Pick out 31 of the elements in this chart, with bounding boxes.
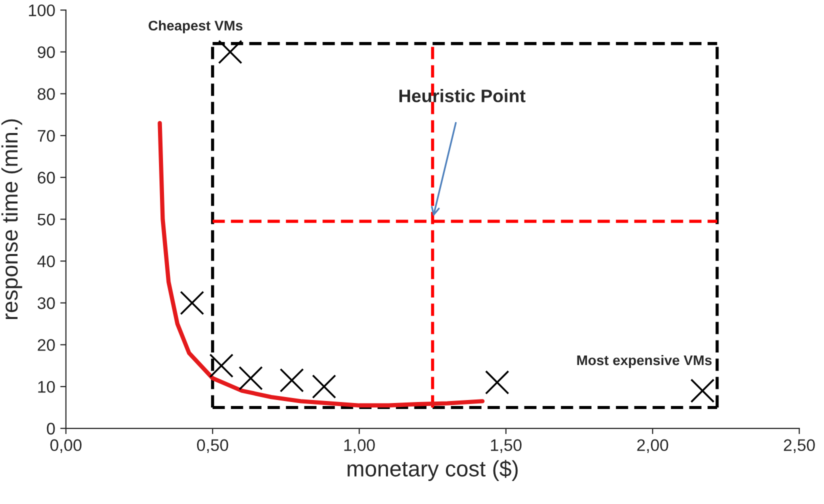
- x-axis-title: monetary cost ($): [348, 460, 518, 481]
- y-tick-label: 90: [38, 46, 55, 58]
- annotation: Heuristic Point: [399, 89, 526, 102]
- line-series: [158, 120, 485, 408]
- point: [209, 354, 234, 378]
- y-tick-label: 100: [28, 4, 55, 16]
- y-axis-title: response time (min.): [1, 119, 22, 320]
- y-tick-label: 10: [38, 380, 55, 393]
- x-tick-label: 2,50: [784, 439, 815, 454]
- point: [280, 368, 304, 392]
- point: [485, 370, 510, 394]
- y-tick-label: 70: [38, 130, 55, 142]
- x-tick-label: 1,50: [490, 439, 522, 454]
- x-tick-label: 0,00: [50, 439, 82, 454]
- point: [690, 378, 715, 403]
- y-tick-label: 20: [38, 339, 55, 351]
- x-tick-label: 1,00: [344, 439, 375, 454]
- x-tick-label: 2,00: [637, 439, 668, 454]
- y-tick-label: 50: [38, 214, 55, 226]
- annotation: Cheapest VMs: [148, 20, 242, 34]
- annotation: Most expensive VMs: [577, 354, 712, 368]
- y-tick-label: 30: [38, 297, 55, 310]
- y-tick-label: 40: [37, 255, 55, 268]
- point: [312, 374, 336, 399]
- x-tick-label: 0,50: [197, 439, 228, 454]
- point: [238, 366, 263, 390]
- point: [218, 40, 242, 64]
- point: [180, 290, 204, 316]
- y-tick-label: 60: [38, 172, 55, 184]
- y-tick-label: 80: [38, 88, 55, 100]
- y-tick-label: 0: [46, 422, 55, 435]
